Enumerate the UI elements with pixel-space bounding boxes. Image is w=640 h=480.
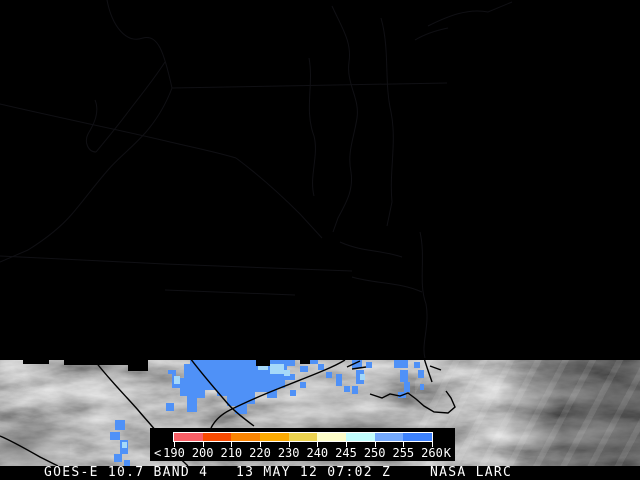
colorbar-gradient [173, 432, 433, 442]
band-top-notches [23, 360, 310, 371]
colorbar-segment [317, 433, 347, 441]
credit-label: NASA LARC [430, 465, 513, 480]
colorbar-tick [346, 442, 347, 447]
faint-boundary-lines [0, 0, 513, 359]
colorbar-tick-label: 220 [249, 446, 271, 460]
colorbar-tick-label: 190 [163, 446, 185, 460]
colorbar-tick [231, 442, 233, 447]
dark-cloud-area [0, 415, 70, 466]
colorbar-segment [403, 433, 433, 441]
colorbar-tick [374, 442, 376, 447]
state-boundaries-overlay [0, 0, 513, 359]
colorbar-tick-label: 260 [421, 446, 443, 460]
colorbar-tick-label: 255 [392, 446, 415, 460]
colorbar-tick [260, 442, 261, 447]
colorbar-segment [231, 433, 261, 441]
bright-cloud-area [435, 378, 575, 463]
timestamp-label: 13 MAY 12 07:02 Z [236, 465, 392, 480]
satellite-band-label: GOES-E 10.7 BAND 4 [44, 465, 209, 480]
colorbar-tick [432, 442, 433, 447]
colorbar-segment [202, 433, 232, 441]
colorbar-less-than-symbol: < [154, 446, 162, 460]
colorbar-segment [260, 433, 289, 441]
colorbar-unit-label: K [443, 446, 451, 460]
colorbar-tick [403, 442, 405, 447]
colorbar-ticks [150, 442, 455, 447]
colorbar-tick-label: 230 [277, 446, 300, 460]
temperature-colorbar: < K 190 200 210 220 230 240 245 250 255 260 [150, 428, 455, 461]
status-bar: GOES-E 10.7 BAND 4 13 MAY 12 07:02 Z NAS… [0, 466, 640, 480]
colorbar-tick-label: 250 [363, 446, 386, 460]
colorbar-segment [374, 433, 404, 441]
dark-cloud-area [498, 360, 640, 466]
colorbar-tick [288, 442, 290, 447]
colorbar-tick [174, 442, 175, 447]
colorbar-tick-label: 210 [220, 446, 243, 460]
colorbar-tick [202, 442, 204, 447]
colorbar-segment [288, 433, 318, 441]
ir-cloud-band [0, 360, 640, 466]
colorbar-tick-label: 200 [191, 446, 214, 460]
colorbar-tick [317, 442, 319, 447]
colorbar-tick-label: 245 [335, 446, 357, 460]
colorbar-tick-label: 240 [306, 446, 329, 460]
colorbar-segment [174, 433, 203, 441]
colorbar-labels: < K 190 200 210 220 230 240 245 250 255 260 [150, 447, 455, 460]
colorbar-segment [346, 433, 375, 441]
